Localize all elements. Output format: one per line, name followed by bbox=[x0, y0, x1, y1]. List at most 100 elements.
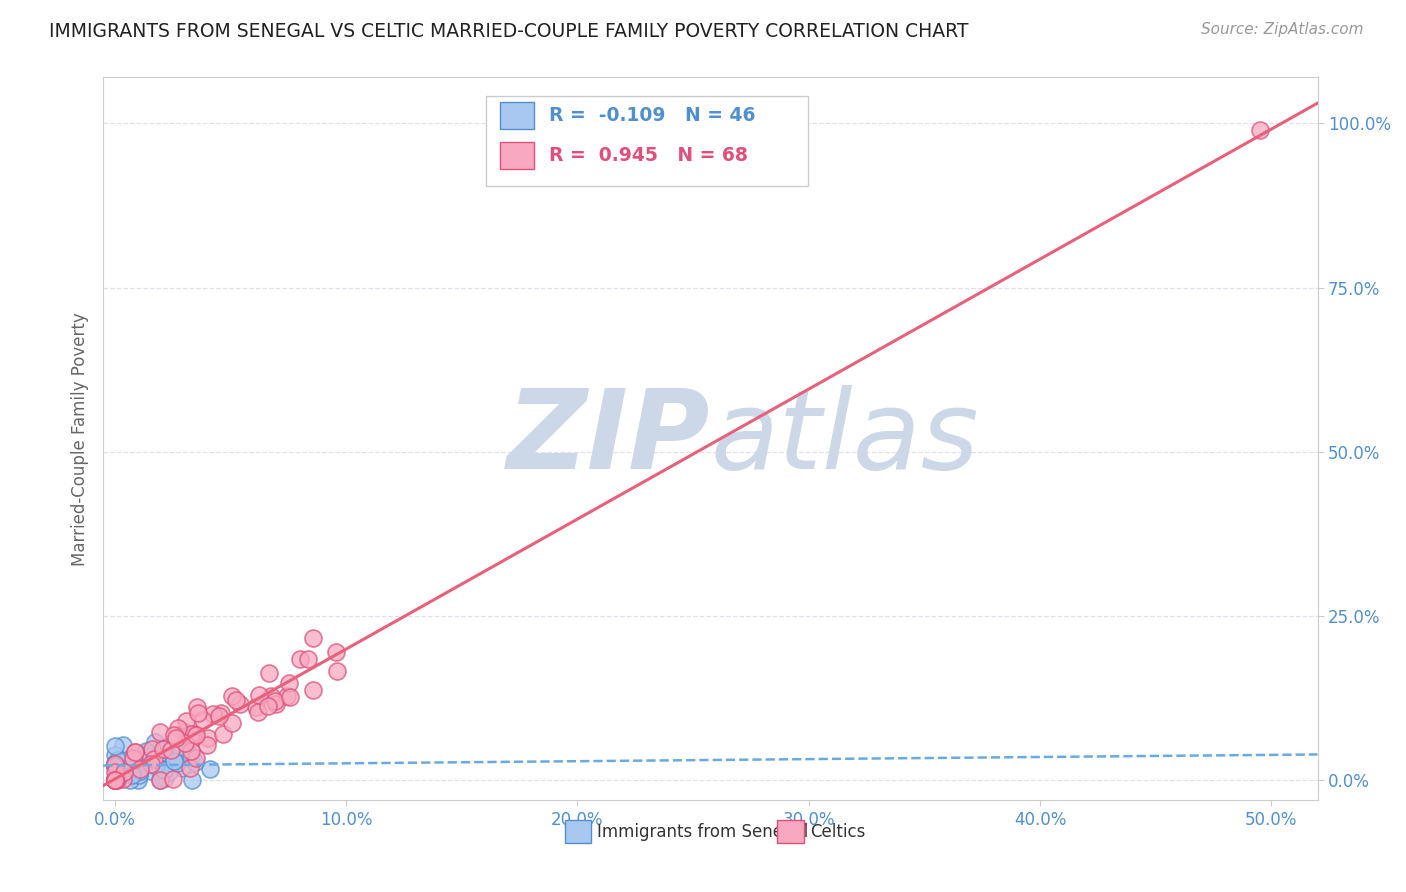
Point bbox=[104, 771, 127, 785]
Point bbox=[263, 694, 285, 708]
Point bbox=[104, 757, 127, 772]
Text: IMMIGRANTS FROM SENEGAL VS CELTIC MARRIED-COUPLE FAMILY POVERTY CORRELATION CHAR: IMMIGRANTS FROM SENEGAL VS CELTIC MARRIE… bbox=[49, 22, 969, 41]
Point bbox=[297, 652, 319, 666]
Point bbox=[225, 693, 247, 707]
Point bbox=[180, 727, 202, 741]
Point bbox=[183, 727, 205, 741]
Point bbox=[120, 773, 142, 788]
Text: Source: ZipAtlas.com: Source: ZipAtlas.com bbox=[1201, 22, 1364, 37]
Point bbox=[122, 759, 145, 773]
Point bbox=[104, 758, 127, 772]
Point bbox=[157, 764, 180, 779]
Text: Celtics: Celtics bbox=[810, 823, 865, 841]
FancyBboxPatch shape bbox=[565, 820, 592, 844]
Point bbox=[245, 700, 267, 714]
Point bbox=[186, 751, 208, 765]
Point bbox=[131, 747, 153, 761]
Point bbox=[112, 765, 135, 780]
Point bbox=[129, 764, 152, 778]
Point bbox=[162, 772, 184, 787]
Y-axis label: Married-Couple Family Poverty: Married-Couple Family Poverty bbox=[72, 312, 89, 566]
Point bbox=[155, 742, 177, 756]
Point bbox=[325, 664, 347, 678]
Point bbox=[121, 751, 143, 765]
Point bbox=[127, 773, 149, 788]
Point bbox=[167, 721, 190, 735]
Point bbox=[187, 706, 209, 721]
Point bbox=[111, 739, 134, 753]
Point bbox=[145, 759, 167, 773]
Point bbox=[174, 714, 197, 729]
Point bbox=[163, 728, 186, 742]
Point bbox=[104, 773, 127, 788]
Point bbox=[150, 770, 173, 784]
Point bbox=[179, 761, 201, 775]
Point bbox=[257, 665, 280, 680]
Point bbox=[247, 705, 270, 719]
Point bbox=[186, 699, 208, 714]
Point bbox=[198, 762, 221, 776]
Point bbox=[104, 773, 127, 788]
Point bbox=[174, 724, 197, 739]
Point bbox=[221, 689, 243, 703]
Point bbox=[163, 754, 186, 768]
Point bbox=[153, 762, 176, 776]
Text: ZIP: ZIP bbox=[506, 385, 710, 492]
Point bbox=[197, 731, 219, 745]
FancyBboxPatch shape bbox=[501, 102, 534, 129]
Point bbox=[221, 715, 243, 730]
Point bbox=[325, 645, 347, 659]
Text: R =  0.945   N = 68: R = 0.945 N = 68 bbox=[548, 146, 748, 165]
Point bbox=[229, 697, 252, 711]
Point bbox=[266, 697, 288, 711]
Point bbox=[124, 745, 146, 759]
Point bbox=[276, 689, 298, 703]
Point bbox=[288, 652, 311, 666]
FancyBboxPatch shape bbox=[485, 95, 807, 186]
Point bbox=[247, 688, 270, 702]
Point bbox=[143, 735, 166, 749]
Point bbox=[191, 713, 214, 727]
Point bbox=[177, 746, 200, 760]
Point bbox=[125, 760, 148, 774]
Point bbox=[302, 631, 325, 645]
Point bbox=[202, 707, 225, 722]
Point bbox=[277, 675, 299, 690]
Point bbox=[128, 768, 150, 782]
Point bbox=[128, 762, 150, 776]
Point bbox=[180, 744, 202, 758]
Point bbox=[104, 773, 127, 788]
Point bbox=[104, 772, 127, 787]
Point bbox=[124, 745, 146, 759]
Point bbox=[212, 727, 235, 741]
Point bbox=[115, 753, 138, 767]
Point bbox=[127, 765, 149, 780]
Point bbox=[104, 773, 127, 788]
Point bbox=[135, 744, 157, 758]
Point bbox=[104, 756, 127, 770]
Point bbox=[166, 756, 188, 771]
Text: atlas: atlas bbox=[710, 385, 979, 492]
Point bbox=[184, 728, 207, 742]
Point bbox=[104, 764, 127, 779]
Point bbox=[104, 773, 127, 788]
Point bbox=[260, 689, 283, 703]
Point bbox=[104, 759, 127, 773]
Point bbox=[141, 742, 163, 756]
Point bbox=[104, 773, 127, 788]
Point bbox=[209, 706, 232, 721]
Point bbox=[104, 759, 127, 773]
Point bbox=[256, 698, 278, 713]
Point bbox=[153, 763, 176, 777]
Point bbox=[149, 773, 172, 788]
Point bbox=[1249, 123, 1271, 137]
Point bbox=[165, 731, 187, 746]
Point bbox=[184, 755, 207, 769]
Point bbox=[104, 773, 127, 788]
Point bbox=[180, 773, 202, 788]
Point bbox=[112, 772, 135, 786]
Point bbox=[107, 753, 129, 767]
Point bbox=[152, 742, 174, 756]
Point bbox=[170, 761, 193, 775]
Point bbox=[104, 757, 127, 772]
